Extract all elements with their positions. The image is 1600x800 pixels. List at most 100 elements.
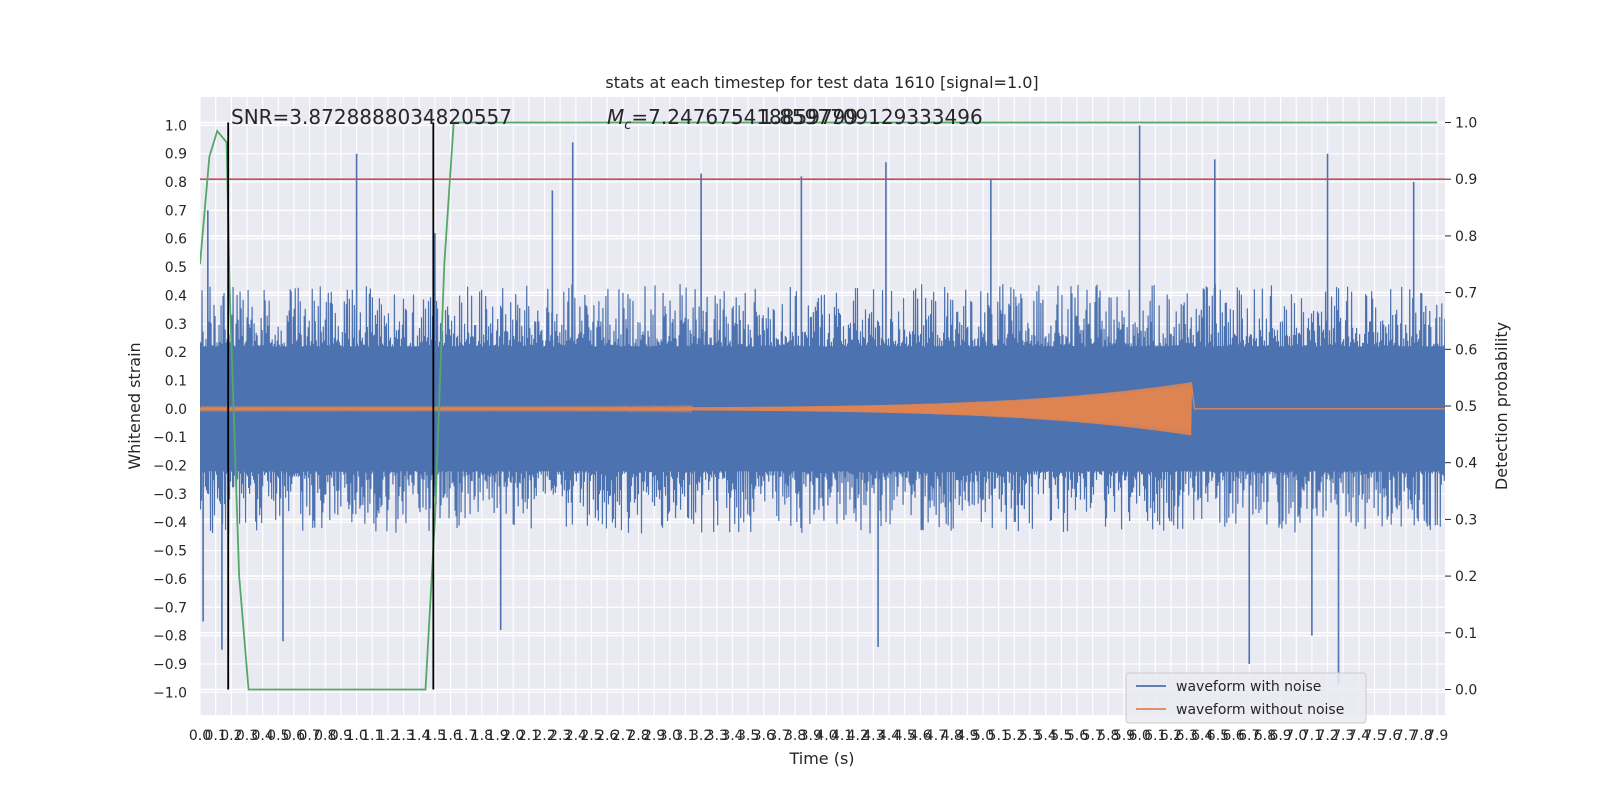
x-tick-label: 2.4 [565,728,587,744]
x-tick-label: 7.2 [1316,728,1338,744]
y-tick-label: −0.3 [153,487,187,503]
x-tick-label: 3.3 [706,728,728,744]
y2-axis-label: Detection probability [1492,322,1511,490]
x-tick-label: 5.6 [1066,728,1088,744]
x-tick-label: 1.3 [392,728,414,744]
y-tick-label: −0.5 [153,544,187,560]
x-tick-label: 2.1 [518,728,540,744]
x-tick-label: 3.8 [784,728,806,744]
x-tick-label: 5.8 [1097,728,1119,744]
x-tick-label: 2.8 [627,728,649,744]
x-tick-label: 0.3 [236,728,258,744]
x-tick-label: 7.6 [1379,728,1401,744]
x-tick-label: 3.2 [690,728,712,744]
x-tick-label: 6.1 [1144,728,1166,744]
x-tick-label: 6.0 [1128,728,1150,744]
legend-label-clean: waveform without noise [1176,702,1344,718]
x-tick-label: 1.2 [377,728,399,744]
x-tick-label: 5.7 [1082,728,1104,744]
x-tick-label: 5.1 [988,728,1010,744]
x-tick-label: 3.7 [768,728,790,744]
y2-tick-label: 0.2 [1455,569,1477,585]
x-tick-label: 7.4 [1348,728,1370,744]
y-tick-label: −0.7 [153,600,187,616]
y-tick-label: 1.0 [165,118,187,134]
x-tick-label: 1.1 [361,728,383,744]
y2-tick-label: 0.0 [1455,682,1477,698]
x-tick-label: 6.6 [1222,728,1244,744]
x-tick-label: 3.6 [753,728,775,744]
x-tick-label: 5.4 [1035,728,1057,744]
y2-tick-label: 0.6 [1455,342,1477,358]
x-tick-label: 2.7 [612,728,634,744]
mc-value: =7.247675418859799 [631,105,858,129]
x-tick-label: 2.6 [596,728,618,744]
y2-tick-label: 0.3 [1455,512,1477,528]
x-tick-label: 0.2 [220,728,242,744]
x-tick-label: 0.5 [267,728,289,744]
x-tick-label: 6.9 [1269,728,1291,744]
y-tick-label: 0.4 [165,288,187,304]
y-tick-label: 0.0 [165,402,187,418]
x-tick-label: 4.4 [878,728,900,744]
x-tick-label: 4.9 [956,728,978,744]
x-tick-label: 7.7 [1395,728,1417,744]
x-tick-label: 4.0 [815,728,837,744]
x-tick-label: 7.0 [1285,728,1307,744]
x-tick-label: 2.5 [580,728,602,744]
x-tick-label: 6.2 [1160,728,1182,744]
x-tick-label: 3.1 [674,728,696,744]
y-tick-label: −0.9 [153,657,187,673]
y-tick-label: 0.6 [165,232,187,248]
y-tick-label: −1.0 [153,685,187,701]
x-tick-label: 1.9 [486,728,508,744]
x-tick-label: 5.2 [1003,728,1025,744]
x-tick-label: 1.0 [345,728,367,744]
mc-subscript: c [624,118,631,133]
x-tick-label: 6.5 [1207,728,1229,744]
x-tick-label: 1.5 [424,728,446,744]
x-tick-label: 6.8 [1254,728,1276,744]
x-tick-label: 3.4 [721,728,743,744]
x-tick-label: 4.8 [941,728,963,744]
x-tick-label: 7.5 [1363,728,1385,744]
y-tick-label: −0.2 [153,459,187,475]
x-tick-label: 5.0 [972,728,994,744]
y-axis-label: Whitened strain [125,342,144,469]
x-tick-label: 6.3 [1175,728,1197,744]
x-tick-label: 0.0 [189,728,211,744]
y-tick-label: 0.2 [165,345,187,361]
y-tick-label: 0.1 [165,373,187,389]
chart-title: stats at each timestep for test data 161… [605,73,1038,92]
y-tick-label: −0.8 [153,629,187,645]
x-tick-label: 1.4 [408,728,430,744]
x-tick-label: 0.6 [283,728,305,744]
y2-tick-label: 1.0 [1455,116,1477,132]
series-layer [200,121,1445,691]
mc-overlap-annotation: 1.8597709129333496 [760,105,983,129]
y2-tick-label: 0.9 [1455,172,1477,188]
x-tick-label: 7.1 [1301,728,1323,744]
y2-tick-label: 0.1 [1455,626,1477,642]
x-tick-label: 4.3 [862,728,884,744]
y-tick-label: 0.3 [165,317,187,333]
y2-tick-label: 0.7 [1455,286,1477,302]
x-tick-label: 7.3 [1332,728,1354,744]
x-tick-label: 2.2 [533,728,555,744]
x-tick-label: 4.2 [847,728,869,744]
x-tick-label: 0.1 [205,728,227,744]
x-tick-label: 3.0 [659,728,681,744]
y-tick-label: −0.4 [153,515,187,531]
x-tick-label: 1.6 [439,728,461,744]
series-waveform-with-noise [200,284,1445,534]
y-tick-label: −0.1 [153,430,187,446]
x-tick-label: 1.8 [471,728,493,744]
y-tick-label: 0.7 [165,203,187,219]
legend: waveform with noise waveform without noi… [1125,672,1367,724]
x-tick-label: 0.8 [314,728,336,744]
x-axis-ticks: 0.00.10.20.30.40.50.60.70.80.91.01.11.21… [189,728,1448,744]
y2-tick-label: 0.4 [1455,456,1477,472]
x-tick-label: 4.6 [909,728,931,744]
x-tick-label: 0.7 [298,728,320,744]
